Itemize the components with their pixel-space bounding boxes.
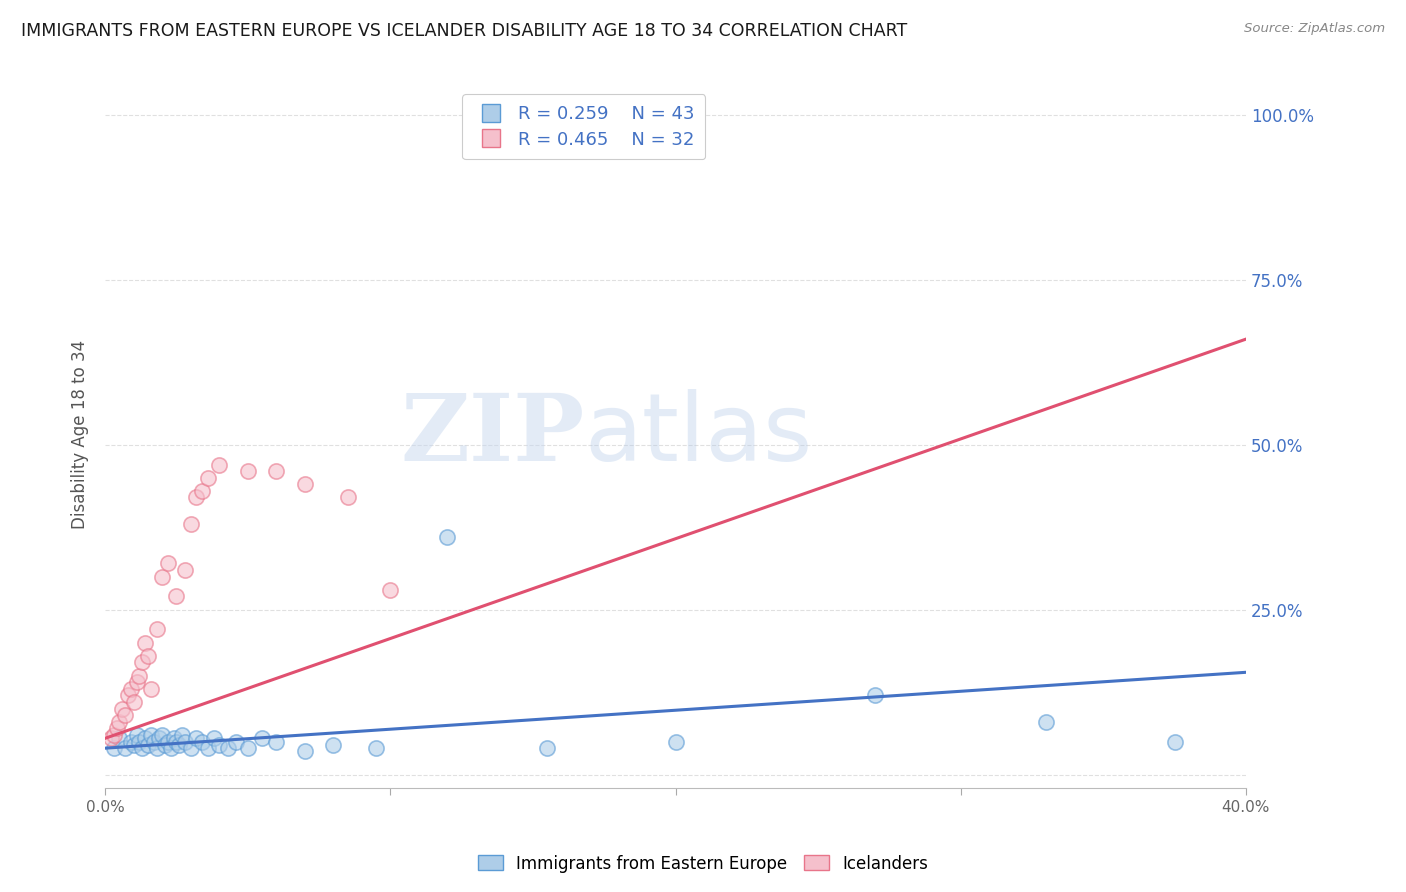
Point — [122, 695, 145, 709]
Point — [197, 471, 219, 485]
Point — [120, 681, 142, 696]
Point — [266, 464, 288, 478]
Point — [436, 530, 458, 544]
Point — [1163, 734, 1185, 748]
Point — [103, 728, 125, 742]
Point — [108, 731, 131, 746]
Point — [159, 741, 181, 756]
Point — [148, 731, 170, 746]
Point — [134, 635, 156, 649]
Point — [536, 741, 558, 756]
Point — [169, 738, 191, 752]
Legend: R = 0.259    N = 43, R = 0.465    N = 32: R = 0.259 N = 43, R = 0.465 N = 32 — [463, 95, 706, 160]
Point — [191, 483, 214, 498]
Point — [208, 738, 231, 752]
Point — [128, 734, 150, 748]
Point — [236, 741, 259, 756]
Point — [186, 731, 208, 746]
Point — [863, 689, 886, 703]
Point — [117, 689, 139, 703]
Point — [364, 741, 387, 756]
Point — [131, 741, 153, 756]
Point — [100, 731, 122, 746]
Point — [166, 734, 188, 748]
Point — [250, 731, 273, 746]
Point — [180, 516, 202, 531]
Point — [163, 731, 186, 746]
Point — [174, 734, 197, 748]
Point — [131, 656, 153, 670]
Point — [294, 477, 316, 491]
Point — [202, 731, 225, 746]
Point — [153, 738, 176, 752]
Point — [125, 675, 148, 690]
Point — [186, 491, 208, 505]
Point — [136, 648, 159, 663]
Point — [208, 458, 231, 472]
Point — [108, 714, 131, 729]
Point — [174, 563, 197, 577]
Point — [336, 491, 359, 505]
Point — [664, 734, 686, 748]
Point — [120, 734, 142, 748]
Point — [236, 464, 259, 478]
Point — [191, 734, 214, 748]
Text: atlas: atlas — [585, 389, 813, 481]
Point — [125, 728, 148, 742]
Point — [128, 668, 150, 682]
Point — [136, 738, 159, 752]
Point — [145, 623, 167, 637]
Point — [103, 741, 125, 756]
Point — [139, 681, 162, 696]
Text: Source: ZipAtlas.com: Source: ZipAtlas.com — [1244, 22, 1385, 36]
Point — [142, 734, 165, 748]
Point — [139, 728, 162, 742]
Legend: Immigrants from Eastern Europe, Icelanders: Immigrants from Eastern Europe, Icelande… — [471, 848, 935, 880]
Point — [114, 708, 136, 723]
Point — [1035, 714, 1057, 729]
Point — [122, 738, 145, 752]
Point — [180, 741, 202, 756]
Point — [105, 722, 128, 736]
Point — [380, 582, 402, 597]
Point — [172, 728, 194, 742]
Point — [114, 741, 136, 756]
Point — [156, 734, 179, 748]
Point — [225, 734, 247, 748]
Point — [322, 738, 344, 752]
Point — [294, 744, 316, 758]
Point — [111, 701, 134, 715]
Text: IMMIGRANTS FROM EASTERN EUROPE VS ICELANDER DISABILITY AGE 18 TO 34 CORRELATION : IMMIGRANTS FROM EASTERN EUROPE VS ICELAN… — [21, 22, 907, 40]
Point — [197, 741, 219, 756]
Point — [150, 728, 173, 742]
Point — [134, 731, 156, 746]
Point — [145, 741, 167, 756]
Point — [150, 569, 173, 583]
Point — [156, 557, 179, 571]
Point — [266, 734, 288, 748]
Point — [217, 741, 239, 756]
Point — [166, 590, 188, 604]
Y-axis label: Disability Age 18 to 34: Disability Age 18 to 34 — [72, 340, 89, 529]
Text: ZIP: ZIP — [401, 390, 585, 480]
